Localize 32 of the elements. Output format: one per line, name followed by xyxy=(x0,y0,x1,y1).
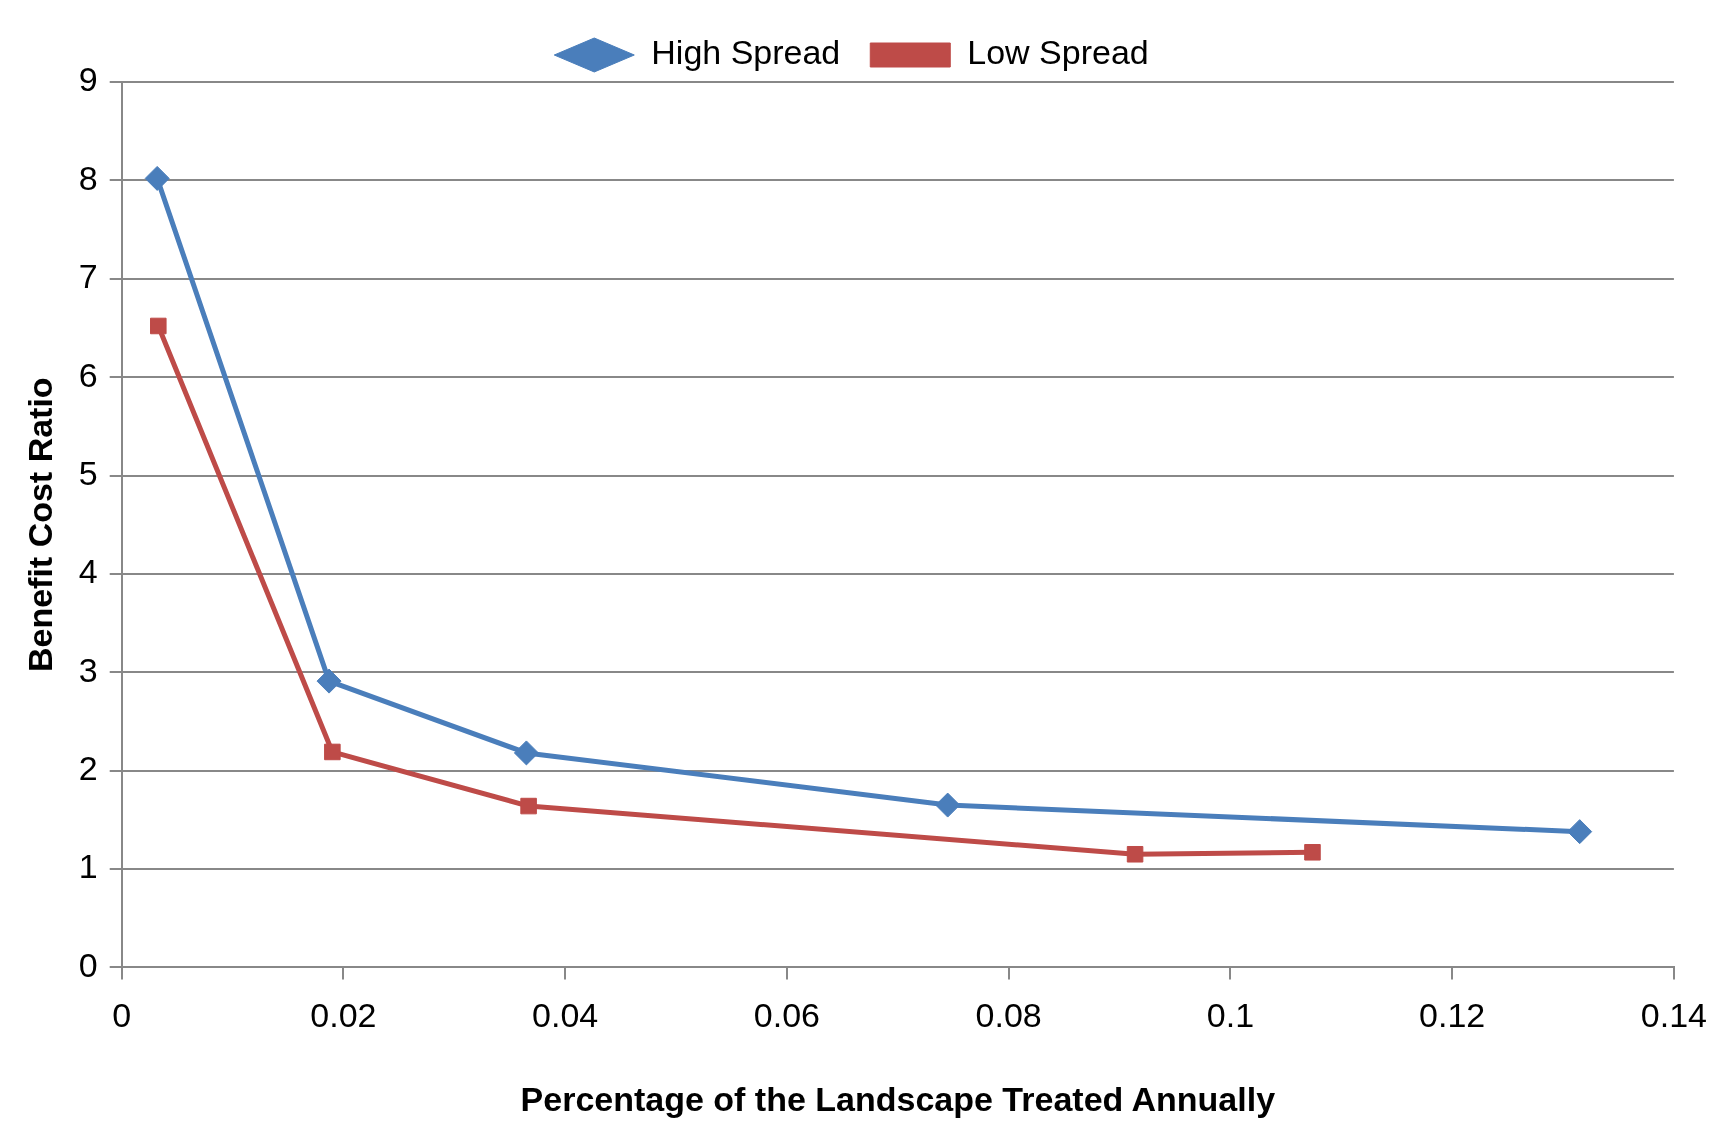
y-tick-label: 7 xyxy=(78,257,98,296)
point xyxy=(316,668,342,694)
y-tick-label: 5 xyxy=(78,453,98,492)
y-tick-label: 1 xyxy=(78,847,98,886)
point xyxy=(150,317,167,335)
legend-label: High Spread xyxy=(651,33,841,72)
point xyxy=(1126,845,1144,863)
legend-label: Low Spread xyxy=(967,33,1149,72)
x-tick-label: 0 xyxy=(112,996,132,1035)
point xyxy=(935,792,961,818)
y-tick-label: 8 xyxy=(78,158,98,197)
y-tick-label: 9 xyxy=(78,60,98,99)
y-tick-label: 4 xyxy=(78,552,98,591)
point xyxy=(1304,844,1321,861)
x-tick-label: 0.02 xyxy=(310,996,377,1035)
x-tick-label: 0.14 xyxy=(1640,996,1708,1035)
point xyxy=(144,165,170,191)
y-tick-label: 0 xyxy=(78,945,98,984)
point xyxy=(324,743,341,761)
x-axis-title: Percentage of the Landscape Treated Annually xyxy=(520,1079,1276,1118)
x-tick-label: 0.1 xyxy=(1206,996,1255,1035)
point xyxy=(520,797,537,815)
y-tick-label: 3 xyxy=(78,650,98,689)
x-tick-label: 0.12 xyxy=(1419,996,1486,1035)
x-tick-label: 0.04 xyxy=(532,996,599,1035)
point xyxy=(1567,819,1593,845)
y-tick-label: 2 xyxy=(78,749,98,788)
point xyxy=(513,740,539,766)
x-tick-label: 0.06 xyxy=(753,996,821,1035)
y-tick-label: 6 xyxy=(78,355,98,394)
x-tick-label: 0.08 xyxy=(975,996,1042,1035)
y-axis-title: Benefit Cost Ratio xyxy=(20,377,59,673)
